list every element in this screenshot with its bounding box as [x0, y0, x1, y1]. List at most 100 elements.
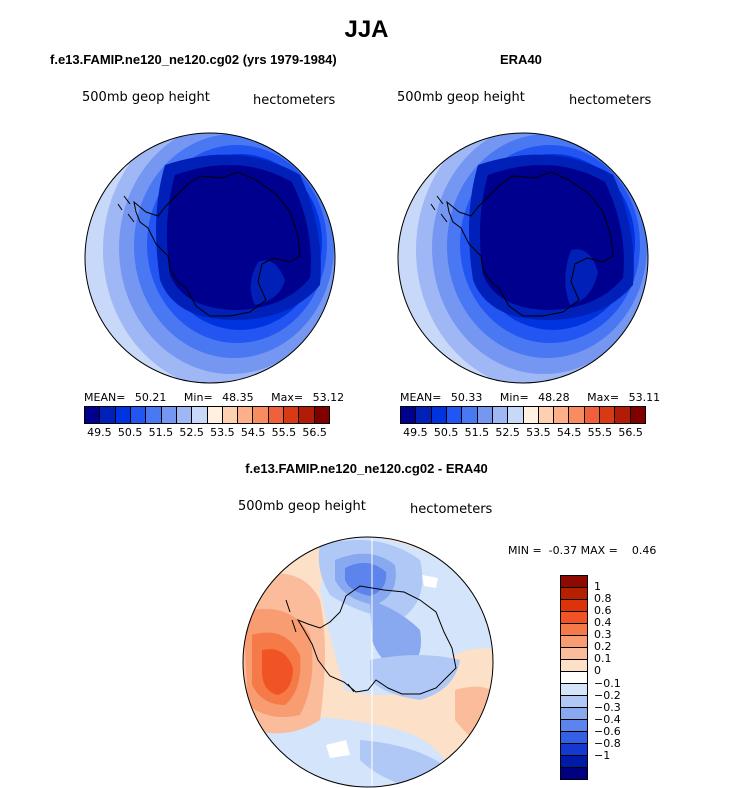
- left-max-value: 53.12: [312, 391, 345, 404]
- right-colorbar-tick: 56.5: [618, 426, 643, 439]
- diff-colorbar-swatch: [561, 744, 587, 756]
- right-units-label: hectometers: [569, 93, 652, 108]
- diff-variable-label: 500mb geop height: [238, 499, 366, 514]
- diff-colorbar-swatch: [561, 660, 587, 672]
- left-colorbar-swatch: [115, 407, 131, 423]
- diff-colorbar-swatch: [561, 648, 587, 660]
- left-colorbar-tick: 50.5: [117, 426, 143, 439]
- left-colorbar-swatch: [85, 407, 101, 423]
- right-colorbar-swatch: [523, 407, 539, 423]
- right-colorbar-tick: 53.5: [526, 426, 551, 439]
- diff-colorbar-tick: 0.8: [594, 592, 612, 606]
- diff-colorbar-tick: 0.2: [594, 640, 612, 654]
- diff-panel-title: f.e13.FAMIP.ne120_ne120.cg02 - ERA40: [245, 461, 488, 476]
- diff-colorbar-tick: −0.1: [594, 676, 621, 690]
- diff-colorbar-swatch: [561, 768, 587, 779]
- left-colorbar-swatch: [222, 407, 239, 423]
- right-min-label: Min=: [499, 391, 529, 404]
- left-colorbar-tick: 51.5: [148, 426, 174, 439]
- right-colorbar-tick: 49.5: [403, 426, 428, 439]
- diff-colorbar-swatch: [561, 756, 587, 768]
- right-colorbar-swatch: [462, 407, 478, 423]
- right-colorbar-swatch: [538, 407, 555, 423]
- left-colorbar-swatch: [146, 407, 162, 423]
- diff-colorbar-swatch: [561, 636, 587, 648]
- diff-colorbar-swatch: [561, 732, 587, 744]
- left-min-value: 48.35: [222, 391, 254, 404]
- diff-colorbar-tick: −0.6: [594, 724, 621, 738]
- diff-colorbar-tick: −0.3: [594, 700, 621, 714]
- right-max-label: Max=: [587, 391, 620, 404]
- diff-units-label: hectometers: [410, 502, 493, 517]
- diff-colorbar-tick: 0: [594, 664, 601, 678]
- diff-colorbar-swatch: [561, 612, 587, 624]
- right-colorbar-swatch: [508, 407, 524, 423]
- left-colorbar-swatch: [207, 407, 223, 423]
- left-colorbar-swatch: [192, 407, 208, 423]
- diff-colorbar-swatch: [561, 600, 587, 612]
- left-max-label: Max=: [271, 391, 304, 404]
- right-colorbar-swatch: [630, 407, 645, 423]
- left-colorbar-swatch: [100, 407, 116, 423]
- left-colorbar-swatch: [161, 407, 177, 423]
- left-units-label: hectometers: [253, 93, 336, 108]
- right-min-value: 48.28: [538, 391, 570, 404]
- right-mean-label: MEAN=: [400, 391, 442, 404]
- diff-colorbar-swatch: [561, 684, 587, 696]
- left-colorbar-swatch: [176, 407, 193, 423]
- left-mean-label: MEAN=: [84, 391, 126, 404]
- right-colorbar-swatch: [600, 407, 616, 423]
- right-colorbar-swatch: [416, 407, 432, 423]
- diff-colorbar-swatch: [561, 696, 587, 708]
- right-colorbar-swatch: [584, 407, 601, 423]
- left-colorbar-tick: 53.5: [210, 426, 235, 439]
- diff-minmax-label: MIN = -0.37 MAX = 0.46: [508, 544, 657, 557]
- right-mean-value: 50.33: [450, 391, 483, 404]
- left-colorbar-swatch: [238, 407, 254, 423]
- right-colorbar-swatch: [569, 407, 585, 423]
- figure-title: JJA: [344, 16, 389, 43]
- right-colorbar-swatch: [477, 407, 493, 423]
- right-colorbar-tick: 50.5: [433, 426, 459, 439]
- left-colorbar-swatch: [268, 407, 285, 423]
- diff-colorbar-tick: −0.2: [594, 688, 621, 702]
- left-colorbar-swatch: [314, 407, 329, 423]
- left-colorbar-swatch: [253, 407, 269, 423]
- left-colorbar-tick: 52.5: [179, 426, 204, 439]
- diff-colorbar-swatch: [561, 624, 587, 636]
- right-colorbar-swatch: [554, 407, 570, 423]
- diff-colorbar-tick: 0.3: [594, 628, 612, 642]
- diff-colorbar-swatch: [561, 672, 587, 684]
- right-colorbar-swatch: [446, 407, 463, 423]
- right-variable-label: 500mb geop height: [397, 90, 525, 105]
- left-colorbar-tick: 56.5: [302, 426, 327, 439]
- left-panel-title: f.e13.FAMIP.ne120_ne120.cg02 (yrs 1979-1…: [50, 52, 337, 67]
- right-colorbar-swatch: [615, 407, 631, 423]
- diff-colorbar-tick: −0.4: [594, 712, 621, 726]
- diff-colorbar-swatch: [561, 708, 587, 720]
- right-colorbar-swatch: [401, 407, 417, 423]
- diff-colorbar-tick: −0.8: [594, 736, 621, 750]
- right-colorbar-swatch: [431, 407, 447, 423]
- left-mean-value: 50.21: [134, 391, 167, 404]
- right-colorbar-tick: 55.5: [587, 426, 613, 439]
- left-variable-label: 500mb geop height: [82, 90, 210, 105]
- right-max-value: 53.11: [628, 391, 661, 404]
- left-colorbar: [84, 406, 330, 424]
- diff-colorbar-tick: 0.4: [594, 616, 612, 630]
- right-colorbar: [400, 406, 646, 424]
- left-colorbar-swatch: [130, 407, 147, 423]
- diff-colorbar: [560, 575, 588, 780]
- diff-colorbar-tick: −1: [594, 748, 611, 762]
- left-colorbar-tick: 54.5: [240, 426, 266, 439]
- diff-colorbar-tick: 1: [594, 580, 601, 594]
- diff-colorbar-swatch: [561, 588, 587, 600]
- diff-colorbar-swatch: [561, 576, 587, 588]
- diff-colorbar-tick: 0.1: [594, 652, 612, 666]
- diff-colorbar-swatch: [561, 720, 587, 732]
- left-min-label: Min=: [183, 391, 213, 404]
- left-colorbar-tick: 49.5: [87, 426, 112, 439]
